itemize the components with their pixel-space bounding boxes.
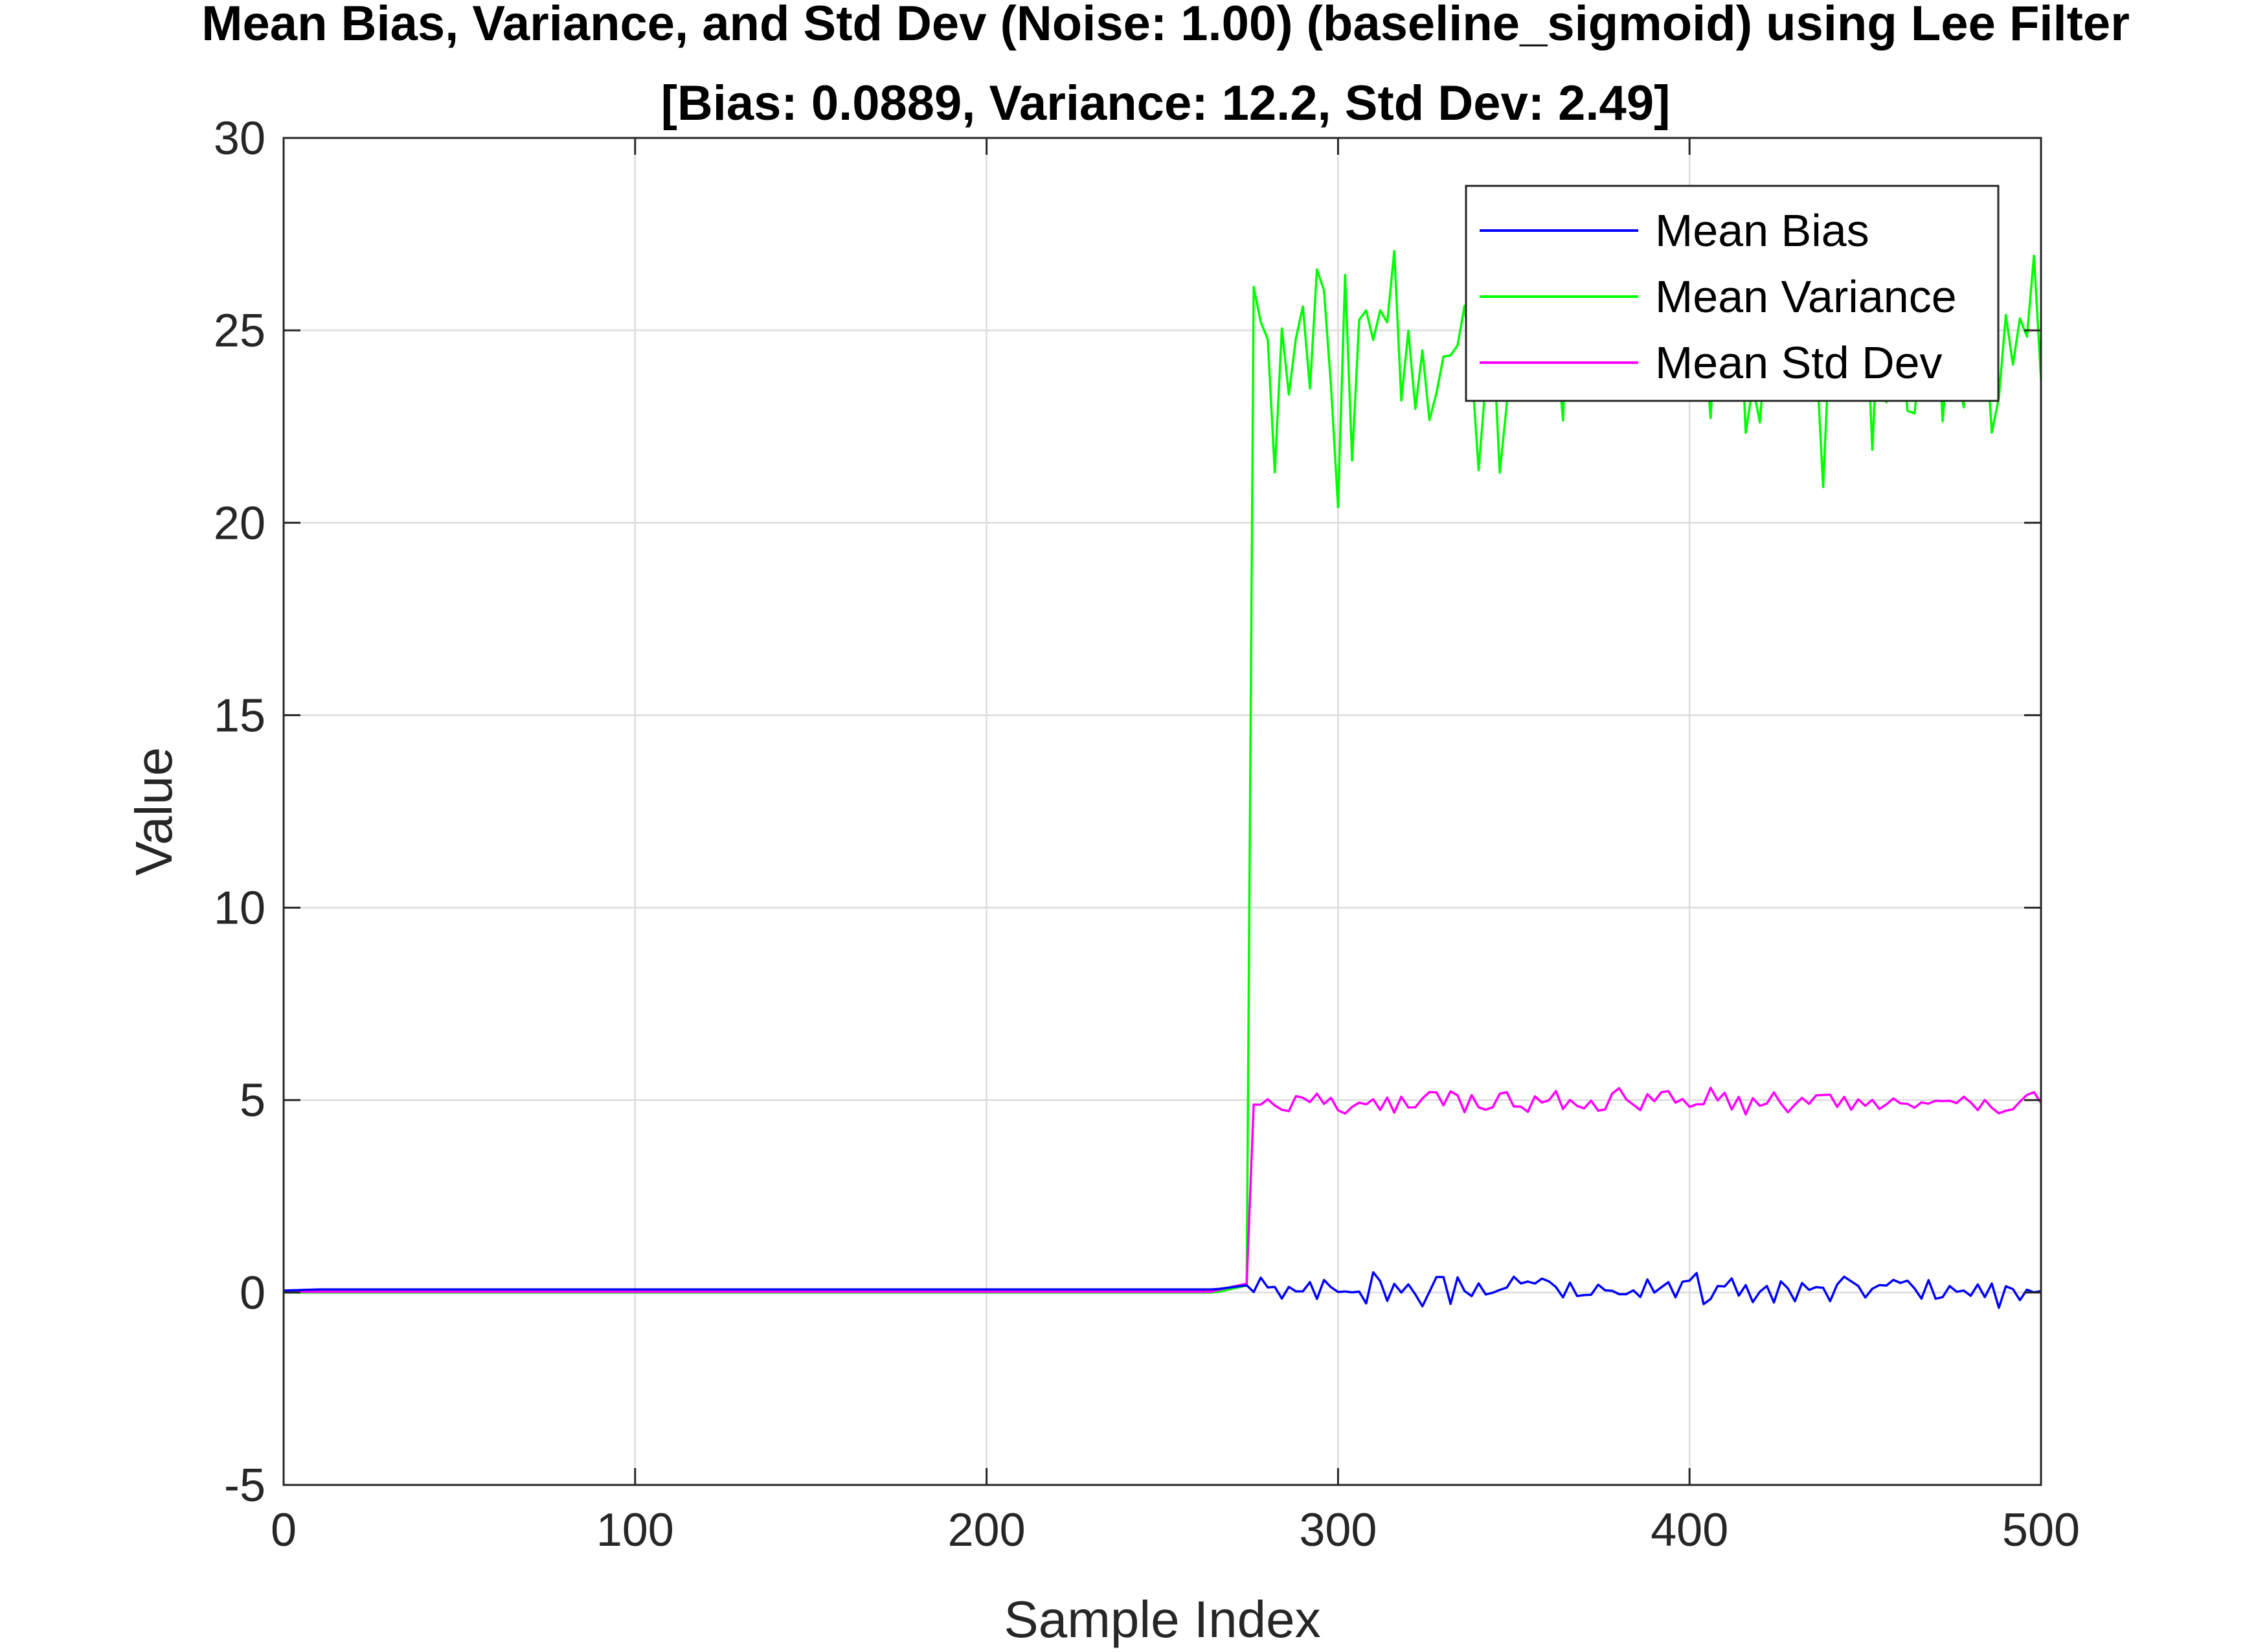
chart-title: Mean Bias, Variance, and Std Dev (Noise:…: [201, 0, 2130, 51]
y-tick-label: 10: [214, 883, 265, 934]
x-tick-label: 100: [596, 1504, 674, 1556]
y-tick-label: 5: [240, 1075, 265, 1127]
y-tick-label: 30: [214, 113, 265, 164]
y-tick-label: 15: [214, 690, 265, 741]
x-tick-label: 0: [271, 1504, 297, 1556]
series-layer: [283, 190, 2042, 1309]
x-tick-label: 500: [2002, 1504, 2080, 1556]
axes-box: [282, 137, 2042, 1486]
legend-entry: Mean Bias: [1655, 205, 1869, 256]
series-line-mean-bias: [283, 1271, 2042, 1309]
y-tick-label: 0: [240, 1267, 265, 1319]
y-tick-label: -5: [224, 1460, 265, 1511]
y-axis-label: Value: [125, 747, 183, 876]
x-tick-label: 200: [948, 1504, 1026, 1556]
x-axis-label: Sample Index: [1004, 1590, 1320, 1648]
legend: Mean Bias Mean Variance Mean Std Dev: [1465, 185, 2000, 402]
series-line-mean-std-dev: [284, 1086, 2042, 1293]
x-tick-label: 400: [1651, 1504, 1728, 1556]
legend-entry: Mean Variance: [1655, 271, 1957, 322]
legend-entry: Mean Std Dev: [1655, 337, 1943, 388]
chart-subtitle: [Bias: 0.0889, Variance: 12.2, Std Dev: …: [661, 76, 1671, 131]
y-tick-label: 20: [214, 497, 265, 549]
legend-box: [1465, 185, 2000, 402]
y-tick-label: 25: [214, 305, 265, 357]
x-tick-label: 300: [1299, 1504, 1377, 1556]
